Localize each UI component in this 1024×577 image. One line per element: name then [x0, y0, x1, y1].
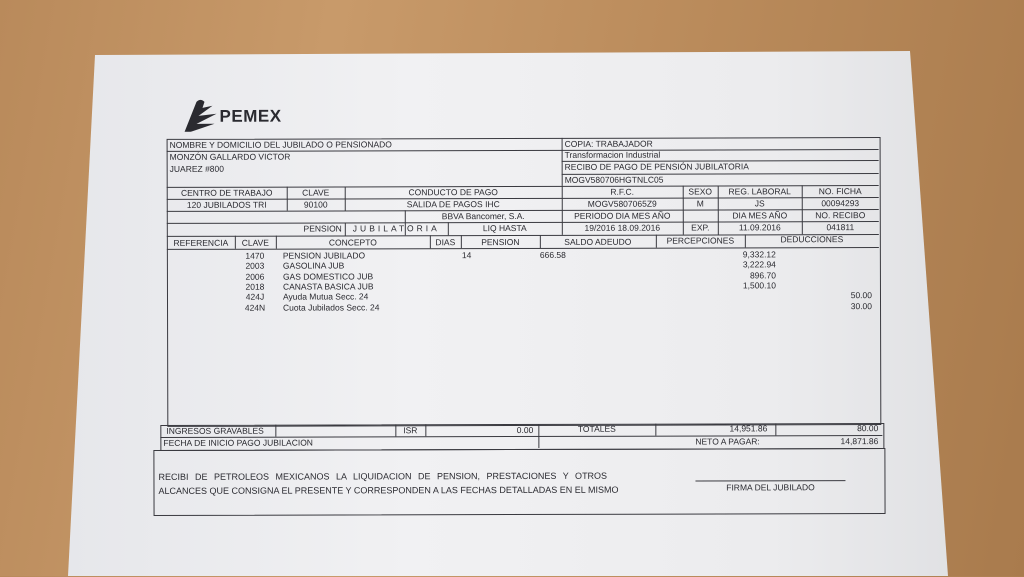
col-saldo: SALDO ADEUDO [540, 237, 656, 248]
department: Transformacion Industrial [565, 150, 661, 161]
centro-value: 120 JUBILADOS TRI [167, 200, 287, 211]
col-percepciones: PERCEPCIONES [656, 235, 745, 246]
ficha-label: NO. FICHA [802, 186, 879, 197]
clave-value: 90100 [287, 199, 345, 210]
signature-label: FIRMA DEL JUBILADO [695, 482, 845, 493]
sexo-value: M [683, 198, 718, 209]
rfc-value: MOGV5807065Z9 [562, 199, 683, 210]
receipt-statement-line2: ALCANCES QUE CONSIGNA EL PRESENTE Y CORR… [158, 485, 618, 497]
cell-deduccion: 30.00 [780, 301, 872, 312]
col-dias: DIAS [430, 237, 461, 248]
exp-date: 11.09.2016 [718, 222, 802, 233]
conducto-value: SALIDA DE PAGOS IHC [345, 199, 562, 211]
pensioner-address: JUAREZ #800 [170, 164, 224, 175]
pensioner-name: MONZÓN GALLARDO VICTOR [170, 152, 291, 163]
neto-label: NETO A PAGAR: [695, 436, 759, 447]
ficha-value: 00094293 [802, 198, 879, 209]
cell-clave: 424N [235, 302, 275, 313]
rfc-label: R.F.C. [562, 187, 683, 198]
fecha-inicio-label: FECHA DE INICIO PAGO JUBILACION [163, 438, 313, 449]
periodo-label: PERIODO DIA MES AÑO [562, 211, 683, 222]
neto-value: 14,871.86 [775, 436, 878, 447]
col-referencia: REFERENCIA [167, 238, 235, 249]
pemex-eagle-logo [182, 98, 218, 132]
sexo-label: SEXO [683, 186, 718, 197]
bank-name: BBVA Bancomer, S.A. [405, 211, 562, 222]
cell-concepto: Cuota Jubilados Secc. 24 [283, 302, 433, 313]
col-clave: CLAVE [235, 238, 276, 249]
totales-label: TOTALES [538, 424, 655, 435]
isr-value: 0.00 [425, 425, 533, 436]
clave-label: CLAVE [287, 187, 345, 198]
exp-label: EXP. [683, 222, 718, 233]
cell-saldo: 666.58 [540, 250, 600, 261]
recibo-label: NO. RECIBO [802, 210, 879, 221]
cell-dias: 14 [462, 250, 492, 261]
document-title: RECIBO DE PAGO DE PENSIÓN JUBILATORIA [565, 161, 749, 172]
fecha-label: DIA MES AÑO [718, 210, 802, 221]
col-concepto: CONCEPTO [276, 237, 430, 248]
liq-hasta-label: LIQ HASTA [448, 223, 562, 234]
total-deducciones: 80.00 [775, 423, 878, 434]
col-deducciones: DEDUCCIONES [745, 234, 879, 245]
pension-type: JUBILATORIA [345, 223, 448, 234]
pension-label: PENSION [167, 223, 342, 234]
ingresos-gravables-label: INGRESOS GRAVABLES [166, 426, 263, 437]
curp: MOGV580706HGTNLC05 [565, 175, 664, 186]
receipt-statement-line1: RECIBI DE PETROLEOS MEXICANOS LA LIQUIDA… [158, 471, 607, 483]
copy-label: COPIA: TRABAJADOR [565, 139, 653, 150]
isr-label: ISR [395, 425, 425, 436]
recibo-value: 041811 [802, 222, 879, 233]
brand-name: PEMEX [219, 107, 281, 127]
conducto-label: CONDUCTO DE PAGO [345, 187, 562, 199]
cell-percepcion: 1,500.10 [656, 280, 776, 291]
periodo-value: 19/2016 18.09.2016 [562, 223, 683, 234]
centro-label: CENTRO DE TRABAJO [167, 188, 287, 199]
name-label: NOMBRE Y DOMICILIO DEL JUBILADO O PENSIO… [170, 139, 392, 151]
col-pension: PENSION [461, 237, 540, 248]
reg-label: REG. LABORAL [718, 186, 802, 197]
reg-value: JS [718, 198, 802, 209]
total-percepciones: 14,951.86 [655, 423, 767, 434]
